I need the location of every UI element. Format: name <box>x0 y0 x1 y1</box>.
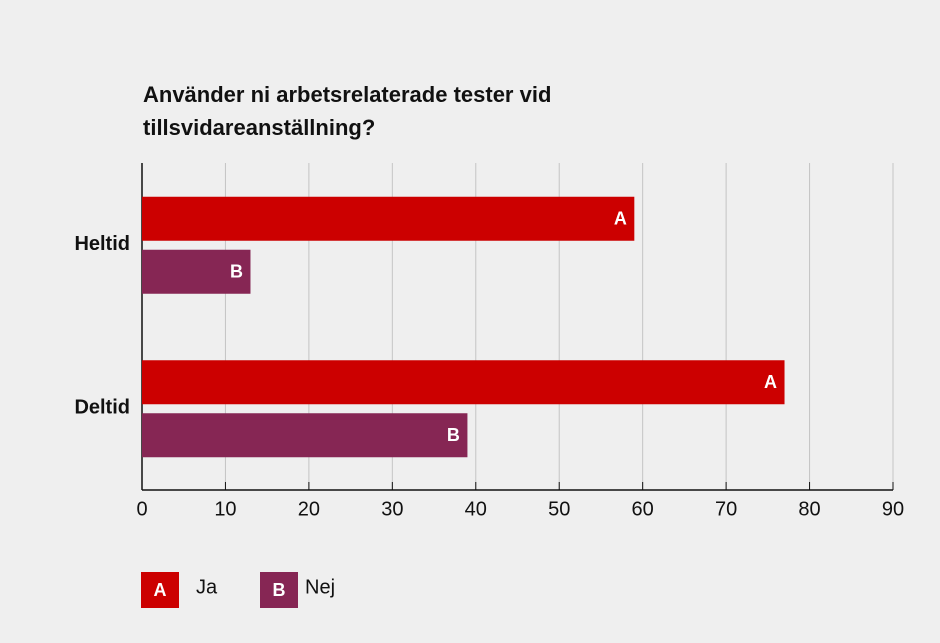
bar <box>142 249 251 294</box>
x-tick-label: 60 <box>632 498 654 520</box>
bar-marker: A <box>764 372 777 392</box>
legend-swatch <box>260 572 298 608</box>
x-tick-label: 90 <box>882 498 904 520</box>
y-tick-label: Heltid <box>74 233 130 255</box>
x-tick-label: 0 <box>136 498 147 520</box>
x-tick-label: 20 <box>298 498 320 520</box>
bar <box>142 360 785 405</box>
bar <box>142 196 635 241</box>
y-tick-label: Deltid <box>74 397 130 419</box>
legend-label: Ja <box>196 576 218 598</box>
bar-marker: B <box>447 425 460 445</box>
legend-label: Nej <box>305 576 335 598</box>
bar <box>142 413 468 458</box>
x-tick-label: 80 <box>798 498 820 520</box>
x-tick-label: 40 <box>465 498 487 520</box>
legend-marker: A <box>154 580 167 600</box>
bar-marker: A <box>614 209 627 229</box>
legend-swatch <box>141 572 179 608</box>
x-tick-label: 10 <box>214 498 236 520</box>
x-tick-label: 50 <box>548 498 570 520</box>
chart-title: Använder ni arbetsrelaterade tester vid … <box>143 82 552 140</box>
x-tick-label: 70 <box>715 498 737 520</box>
x-tick-label: 30 <box>381 498 403 520</box>
legend-marker: B <box>273 580 286 600</box>
bar-marker: B <box>230 262 243 282</box>
